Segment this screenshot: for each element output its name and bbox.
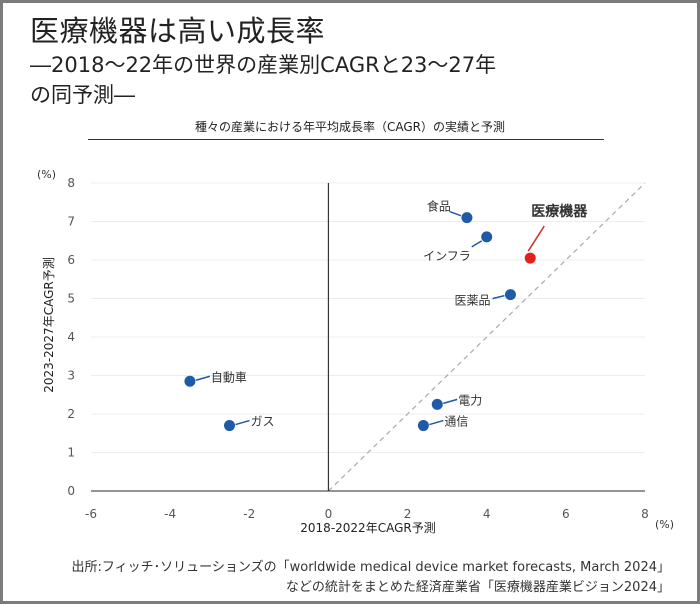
chart-title: 種々の産業における年平均成長率（CAGR）の実績と予測 xyxy=(194,120,506,134)
y-tick-label: 3 xyxy=(67,369,75,383)
y-axis-label: 2023-2027年CAGR予測 xyxy=(42,257,56,392)
x-tick-label: -2 xyxy=(243,507,255,521)
data-label: 自動車 xyxy=(211,370,247,384)
x-tick-label: 6 xyxy=(562,507,570,521)
figure-subtitle-line1: ―2018～22年の世界の産業別CAGRと23～27年 xyxy=(30,53,497,77)
y-tick-label: 4 xyxy=(67,330,75,344)
leader-line xyxy=(235,419,250,426)
x-tick-labels: -6 -4 -2 0 2 4 6 8 xyxy=(85,507,649,521)
data-label: 医薬品 xyxy=(454,294,490,308)
axes xyxy=(91,183,645,492)
data-label: 医療機器 xyxy=(531,203,588,220)
data-label: 通信 xyxy=(444,415,468,429)
x-tick-label: -6 xyxy=(85,507,97,521)
leader-line xyxy=(527,225,545,252)
data-label: インフラ xyxy=(423,249,471,263)
data-point xyxy=(504,289,516,301)
data-point xyxy=(524,252,536,264)
y-tick-label: 0 xyxy=(67,484,75,498)
x-unit-label: (%) xyxy=(655,518,674,531)
data-point xyxy=(481,231,493,243)
y-unit-label: (%) xyxy=(37,168,56,181)
y-tick-label: 5 xyxy=(67,292,75,306)
data-label: 電力 xyxy=(458,393,482,407)
figure-title: 医療機器は高い成長率 xyxy=(30,14,326,48)
leader-line xyxy=(471,240,483,248)
leader-line xyxy=(492,294,505,300)
chart-title-rule xyxy=(88,139,604,140)
leader-line xyxy=(443,398,458,405)
source-note-line2: などの統計をまとめた経済産業省「医療機器産業ビジョン2024」 xyxy=(285,580,670,595)
data-point xyxy=(224,420,235,432)
y-tick-label: 7 xyxy=(67,215,75,229)
data-point xyxy=(461,212,473,224)
y-tick-label: 1 xyxy=(67,446,75,460)
source-note-line1: 出所:フィッチ･ソリューションズの「worldwide medical devi… xyxy=(71,560,670,575)
data-label: 食品 xyxy=(427,199,451,214)
leader-line xyxy=(449,210,462,217)
x-tick-label: 2 xyxy=(404,507,412,521)
x-tick-label: 0 xyxy=(325,507,333,521)
leader-line xyxy=(429,419,444,426)
y-tick-label: 2 xyxy=(67,407,75,421)
y-tick-label: 6 xyxy=(67,253,75,267)
gridlines xyxy=(91,182,645,453)
y-tick-label: 8 xyxy=(67,176,75,190)
x-tick-label: 4 xyxy=(483,507,491,521)
data-point xyxy=(417,420,429,432)
y-tick-labels: 0 1 2 3 4 5 6 7 8 xyxy=(67,176,75,498)
x-axis-label: 2018-2022年CAGR予測 xyxy=(300,521,435,535)
figure-subtitle-line2: の同予測― xyxy=(30,83,135,107)
x-tick-label: -4 xyxy=(164,507,176,521)
data-label: ガス xyxy=(251,415,275,429)
reference-line-group xyxy=(328,182,646,492)
data-point xyxy=(184,375,196,387)
reference-line-y-equals-x xyxy=(328,182,646,492)
leader-line xyxy=(195,375,211,381)
x-tick-label: 8 xyxy=(641,507,649,521)
data-point xyxy=(431,398,443,410)
